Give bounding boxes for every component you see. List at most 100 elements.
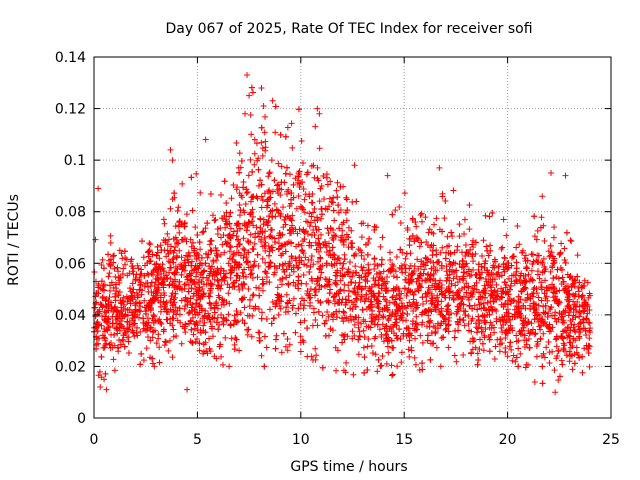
data-point	[541, 310, 548, 317]
data-point	[566, 358, 573, 365]
data-point	[443, 277, 450, 284]
data-point	[250, 193, 257, 200]
data-point	[261, 333, 268, 340]
data-point	[409, 271, 416, 278]
data-point	[295, 193, 302, 200]
data-point	[333, 367, 340, 374]
data-point	[245, 286, 252, 293]
data-point	[420, 261, 427, 268]
data-point	[567, 237, 574, 244]
data-point	[502, 349, 509, 356]
data-point	[561, 245, 568, 252]
data-point	[515, 363, 522, 370]
data-point	[210, 268, 217, 275]
data-point	[426, 319, 433, 326]
data-point	[303, 280, 310, 287]
data-point	[479, 340, 486, 347]
data-point	[390, 323, 397, 330]
data-point	[329, 244, 336, 251]
data-point	[264, 222, 271, 229]
data-point	[290, 264, 297, 271]
data-point	[326, 195, 333, 202]
data-point	[498, 285, 505, 292]
data-point	[568, 352, 575, 359]
data-point	[174, 265, 181, 272]
data-point	[301, 297, 308, 304]
data-point	[363, 241, 370, 248]
data-point	[95, 284, 102, 291]
data-point	[316, 240, 323, 247]
data-point	[212, 216, 219, 223]
data-point	[208, 323, 215, 330]
data-point	[316, 266, 323, 273]
data-point	[501, 313, 508, 320]
data-point	[312, 223, 319, 230]
data-point	[101, 287, 108, 294]
data-point	[334, 299, 341, 306]
data-point	[238, 281, 245, 288]
data-point	[169, 302, 176, 309]
data-point	[410, 291, 417, 298]
data-point	[423, 239, 430, 246]
data-point	[424, 256, 431, 263]
data-point	[460, 352, 467, 359]
data-point	[314, 275, 321, 282]
data-point	[430, 230, 437, 237]
data-point	[564, 303, 571, 310]
data-point	[428, 242, 435, 249]
data-point	[326, 203, 333, 210]
data-point	[349, 299, 356, 306]
data-point	[266, 170, 273, 177]
data-point	[587, 325, 594, 332]
x-tick-label: 10	[292, 432, 310, 448]
x-tick-label: 0	[90, 432, 99, 448]
data-point	[141, 297, 148, 304]
data-point	[445, 302, 452, 309]
data-point	[104, 316, 111, 323]
data-point	[538, 284, 545, 291]
data-point	[561, 256, 568, 263]
data-point	[475, 261, 482, 268]
data-point	[224, 239, 231, 246]
data-point	[163, 299, 170, 306]
data-point	[499, 288, 506, 295]
data-point	[96, 368, 103, 375]
data-point	[117, 299, 124, 306]
data-point	[545, 338, 552, 345]
data-point	[552, 336, 559, 343]
data-point	[354, 291, 361, 298]
data-point	[301, 261, 308, 268]
data-point	[260, 280, 267, 287]
data-point	[355, 324, 362, 331]
data-point	[441, 315, 448, 322]
data-point	[249, 275, 256, 282]
data-point	[364, 222, 371, 229]
data-point	[331, 300, 338, 307]
data-point	[233, 277, 240, 284]
data-point	[116, 324, 123, 331]
data-point	[105, 324, 112, 331]
data-point	[231, 258, 238, 265]
data-point	[562, 285, 569, 292]
data-point	[438, 291, 445, 298]
data-point	[438, 262, 445, 269]
data-point	[284, 335, 291, 342]
data-point	[222, 218, 229, 225]
data-point	[167, 264, 174, 271]
data-point	[340, 260, 347, 267]
data-point	[239, 295, 246, 302]
data-point	[508, 346, 515, 353]
data-point	[553, 318, 560, 325]
data-point	[489, 276, 496, 283]
data-point	[157, 294, 164, 301]
data-point	[498, 325, 505, 332]
data-point	[310, 261, 317, 268]
data-point	[184, 298, 191, 305]
data-point	[427, 276, 434, 283]
data-point	[451, 334, 458, 341]
data-point	[444, 274, 451, 281]
data-point	[435, 283, 442, 290]
data-point	[499, 244, 506, 251]
data-point	[428, 308, 435, 315]
